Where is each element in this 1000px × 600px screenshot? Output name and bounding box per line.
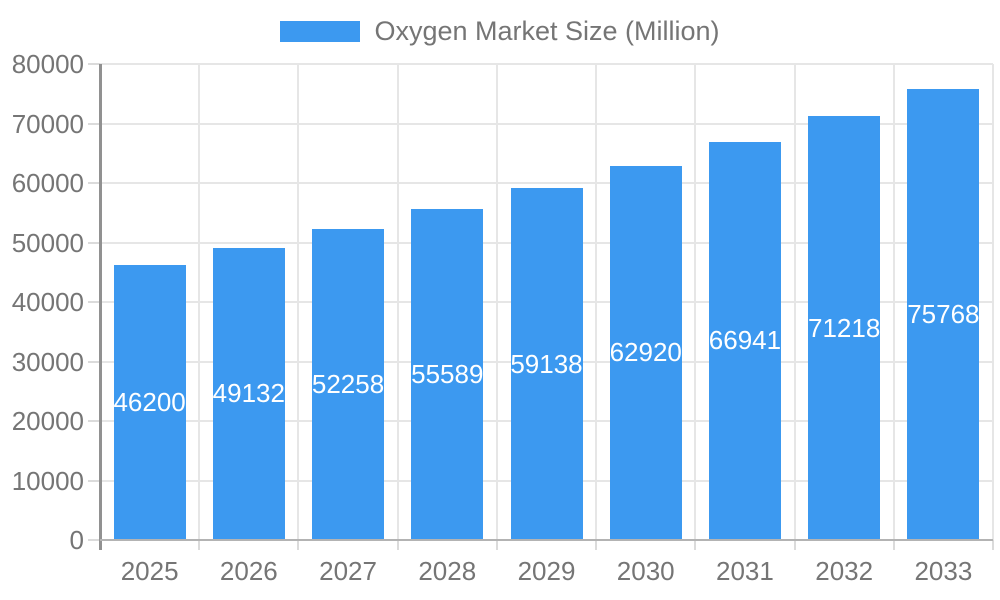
gridline-v xyxy=(396,64,399,540)
x-axis-label: 2029 xyxy=(517,556,576,586)
bar-2026[interactable]: 49132 xyxy=(212,247,285,540)
y-axis-tick xyxy=(88,360,100,363)
gridline-h xyxy=(100,63,993,65)
y-axis-label: 20000 xyxy=(11,406,84,436)
gridline-h xyxy=(100,122,993,125)
x-axis-label: 2031 xyxy=(716,556,774,586)
y-axis-label: 70000 xyxy=(11,108,84,139)
bar-value-label: 71218 xyxy=(808,312,881,343)
x-axis-tick xyxy=(396,540,399,550)
y-axis-label: 0 xyxy=(69,525,84,555)
gridline-v xyxy=(892,64,895,540)
y-axis-label: 10000 xyxy=(11,465,84,496)
bar-2031[interactable]: 66941 xyxy=(708,141,782,540)
bar-2028[interactable]: 55589 xyxy=(411,209,483,540)
bar-2029[interactable]: 59138 xyxy=(510,188,583,540)
bar-value-label: 52258 xyxy=(311,369,385,400)
y-axis-tick xyxy=(88,63,100,65)
bar-value-label: 46200 xyxy=(113,387,186,418)
y-axis-tick xyxy=(88,539,100,541)
bar-value-label: 62920 xyxy=(609,337,682,368)
bar-value-label: 75768 xyxy=(907,299,980,330)
x-axis-label: 2033 xyxy=(914,556,973,586)
x-axis-label: 2025 xyxy=(120,556,179,586)
gridline-h xyxy=(100,182,993,184)
bar-value-label: 59138 xyxy=(510,348,583,379)
y-axis-label: 80000 xyxy=(11,49,84,79)
y-axis-label: 30000 xyxy=(11,346,84,377)
bar-2030[interactable]: 62920 xyxy=(609,165,682,540)
x-axis-tick xyxy=(495,540,498,550)
y-axis-tick xyxy=(88,122,100,125)
y-axis-label: 60000 xyxy=(11,168,84,198)
gridline-v xyxy=(694,64,697,540)
legend-swatch xyxy=(280,20,361,42)
gridline-v xyxy=(595,64,598,540)
x-axis-tick xyxy=(297,540,300,550)
gridline-v xyxy=(198,64,201,540)
y-axis-tick xyxy=(88,182,100,184)
y-axis-tick xyxy=(88,241,100,244)
x-axis-line xyxy=(100,539,993,541)
gridline-v xyxy=(793,64,796,540)
x-axis-tick xyxy=(992,540,994,550)
bar-value-label: 55589 xyxy=(411,359,484,390)
x-axis-label: 2032 xyxy=(815,556,874,586)
bar-value-label: 66941 xyxy=(708,325,782,356)
x-axis-tick xyxy=(793,540,796,550)
legend-label: Oxygen Market Size (Million) xyxy=(374,15,720,46)
bar-2033[interactable]: 75768 xyxy=(907,89,980,540)
x-axis-label: 2026 xyxy=(219,556,278,586)
bar-2032[interactable]: 71218 xyxy=(808,116,880,540)
y-axis-tick xyxy=(88,479,100,482)
y-axis-label: 50000 xyxy=(11,227,84,258)
x-axis-tick xyxy=(198,540,201,550)
bar-value-label: 49132 xyxy=(212,378,285,409)
bar-2025[interactable]: 46200 xyxy=(113,265,186,540)
gridline-v xyxy=(992,64,994,540)
x-axis-label: 2030 xyxy=(616,556,675,586)
x-axis-tick xyxy=(892,540,895,550)
gridline-v xyxy=(297,64,300,540)
y-axis-line xyxy=(99,64,102,550)
y-axis-tick xyxy=(88,301,100,303)
x-axis-tick xyxy=(694,540,697,550)
x-axis-tick xyxy=(595,540,598,550)
x-axis-label: 2027 xyxy=(319,556,377,586)
bar-2027[interactable]: 52258 xyxy=(312,229,384,540)
y-axis-tick xyxy=(88,420,100,422)
x-axis-label: 2028 xyxy=(418,556,477,586)
y-axis-label: 40000 xyxy=(11,287,84,317)
legend-item[interactable]: Oxygen Market Size (Million) xyxy=(0,16,1000,46)
gridline-v xyxy=(495,64,498,540)
